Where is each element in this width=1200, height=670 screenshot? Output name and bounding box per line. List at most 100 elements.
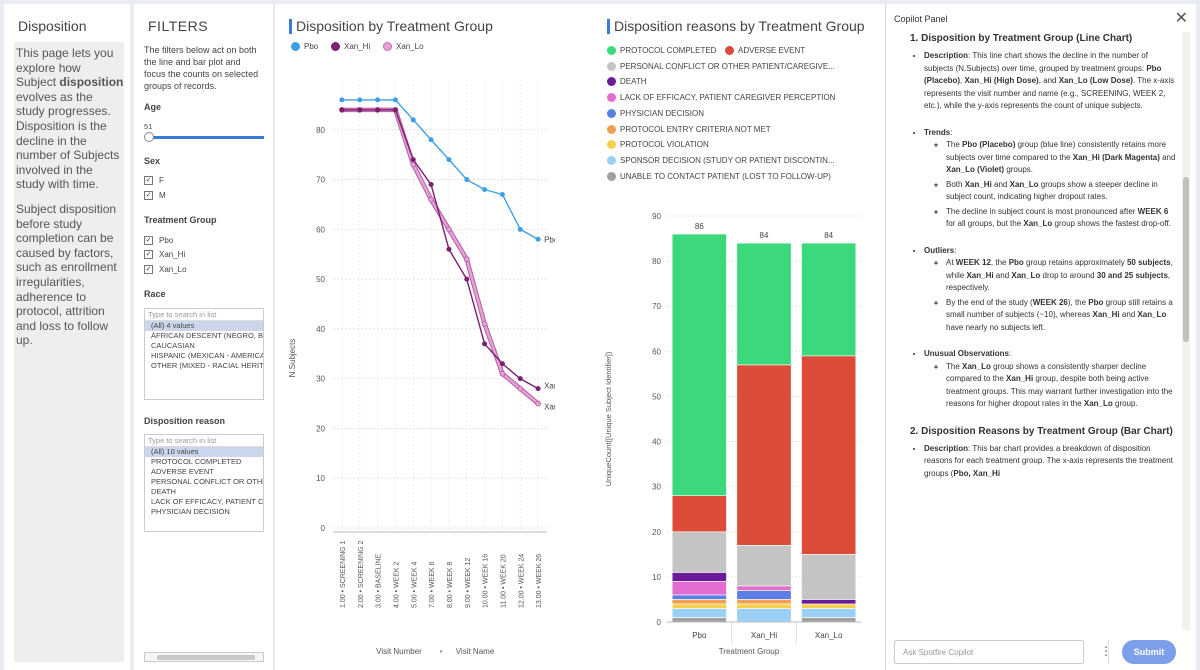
checkbox-label: Xan_Hi xyxy=(159,250,186,259)
filters-title: FILTERS xyxy=(148,18,209,34)
copilot-list: Description: This bar chart provides a b… xyxy=(898,443,1178,481)
close-icon[interactable]: ✕ xyxy=(1174,10,1188,27)
line-x-tick-label: 11.00 • WEEK 20 xyxy=(500,554,507,608)
series-line xyxy=(341,108,539,405)
group-checkbox-pbo[interactable]: ✓ Pbo xyxy=(144,236,173,245)
line-chart-panel: Disposition by Treatment Group Pbo Xan_H… xyxy=(275,4,555,670)
group-checkbox-xan-hi[interactable]: ✓ Xan_Hi xyxy=(144,250,185,259)
sex-checkbox-m[interactable]: ✓ M xyxy=(144,191,166,200)
disposition-title: Disposition xyxy=(18,18,87,34)
legend-label: ADVERSE EVENT xyxy=(738,46,806,55)
line-y-tick-label: 0 xyxy=(321,524,326,533)
copilot-scrollbar[interactable] xyxy=(1182,32,1190,630)
race-search-input[interactable]: Type to search in list xyxy=(145,309,263,321)
legend-item[interactable]: PROTOCOL COMPLETED xyxy=(607,46,716,55)
legend-item[interactable]: ADVERSE EVENT xyxy=(725,46,805,55)
bar-segment xyxy=(801,608,857,618)
list-item[interactable]: LACK OF EFFICACY, PATIENT CA xyxy=(151,497,263,506)
series-point xyxy=(375,97,381,103)
legend-item[interactable]: UNABLE TO CONTACT PATIENT (LOST TO FOLLO… xyxy=(607,171,831,181)
bar-x-tick-label: Pbo xyxy=(692,631,707,640)
list-item[interactable]: OTHER (MIXED - RACIAL HERITA xyxy=(151,361,263,370)
description-text: This page lets you explore how Subject xyxy=(16,46,114,90)
sex-checkbox-f[interactable]: ✓ F xyxy=(144,176,164,185)
bar-x-tick-label: Xan_Hi xyxy=(751,631,777,640)
legend-item[interactable]: SPONSOR DECISION (STUDY OR PATIENT DISCO… xyxy=(607,155,835,165)
scrollbar-thumb[interactable] xyxy=(157,655,255,660)
sex-label: Sex xyxy=(144,156,161,166)
list-item[interactable]: PHYSICIAN DECISION xyxy=(151,507,230,516)
list-item[interactable]: AFRICAN DESCENT (NEGRO, BLA xyxy=(151,331,263,340)
line-y-tick-label: 20 xyxy=(316,424,325,433)
legend-dot-icon xyxy=(725,46,734,55)
age-slider-handle[interactable] xyxy=(144,132,154,142)
title-accent xyxy=(607,18,610,34)
series-point xyxy=(428,137,434,143)
more-vertical-icon[interactable]: ⋮ xyxy=(1100,644,1112,658)
line-chart-title-text: Disposition by Treatment Group xyxy=(296,18,493,34)
bar-chart-panel: Disposition reasons by Treatment Group P… xyxy=(595,4,885,670)
list-item[interactable]: PERSONAL CONFLICT OR OTHER xyxy=(151,477,263,486)
series-point xyxy=(482,341,488,347)
list-item[interactable]: (All) 10 values xyxy=(145,447,263,457)
legend-label: PROTOCOL COMPLETED xyxy=(620,46,717,55)
bar-y-axis-label: UniqueCount([Unique Subject Identifier]) xyxy=(604,351,613,486)
checkbox-label: F xyxy=(159,176,164,185)
copilot-list-item: Description: This bar chart provides a b… xyxy=(924,443,1178,481)
legend-item-xan-hi[interactable]: Xan_Hi xyxy=(331,42,370,51)
bar-segment xyxy=(671,233,727,496)
group-checkbox-xan-lo[interactable]: ✓ Xan_Lo xyxy=(144,265,187,274)
legend-item[interactable]: DEATH xyxy=(607,77,647,87)
series-point xyxy=(464,177,470,183)
submit-button[interactable]: Submit xyxy=(1122,640,1176,664)
legend-item[interactable]: PROTOCOL ENTRY CRITERIA NOT MET xyxy=(607,124,771,134)
legend-label: PERSONAL CONFLICT OR OTHER PATIENT/CAREG… xyxy=(620,61,835,71)
series-point xyxy=(446,226,452,233)
line-y-tick-label: 60 xyxy=(316,225,325,234)
bar-y-tick-label: 80 xyxy=(652,257,661,266)
series-end-label: Xan_Lo xyxy=(544,403,555,412)
legend-label: PHYSICIAN DECISION xyxy=(620,108,705,118)
list-item[interactable]: HISPANIC (MEXICAN - AMERICA xyxy=(151,351,263,360)
list-item[interactable]: DEATH xyxy=(151,487,176,496)
legend-item-xan-lo[interactable]: Xan_Lo xyxy=(383,42,424,51)
legend-item-pbo[interactable]: Pbo xyxy=(291,42,318,51)
legend-item[interactable]: LACK OF EFFICACY, PATIENT CAREGIVER PERC… xyxy=(607,93,835,103)
line-y-tick-label: 70 xyxy=(316,176,325,185)
series-point xyxy=(392,97,398,103)
disposition-reason-listbox[interactable]: Type to search in list (All) 10 values P… xyxy=(144,434,264,532)
race-listbox[interactable]: Type to search in list (All) 4 values AF… xyxy=(144,308,264,400)
bar-chart[interactable]: UniqueCount([Unique Subject Identifier])… xyxy=(595,204,885,664)
legend-item[interactable]: PERSONAL CONFLICT OR OTHER PATIENT/CAREG… xyxy=(607,61,835,71)
checkbox-checked-icon: ✓ xyxy=(144,191,153,200)
line-chart[interactable]: N.Subjects Visit Number • Visit Name 0 10… xyxy=(275,50,555,670)
bar-segment xyxy=(671,603,727,609)
series-point xyxy=(482,187,488,193)
line-x-tick-label: 5.00 • WEEK 4 xyxy=(411,561,418,608)
list-item[interactable]: (All) 4 values xyxy=(145,321,263,331)
scrollbar-thumb[interactable] xyxy=(1183,177,1189,342)
filters-intro: The filters below act on both the line a… xyxy=(144,45,259,91)
legend-item[interactable]: PROTOCOL VIOLATION xyxy=(607,140,709,150)
series-point xyxy=(535,236,541,242)
age-slider-track[interactable] xyxy=(148,136,264,139)
description-paragraph-1: This page lets you explore how Subject d… xyxy=(16,46,124,192)
legend-dot-icon xyxy=(607,61,616,71)
line-x-tick-label: 7.00 • WEEK 6 xyxy=(429,561,436,608)
line-x-tick-label: 3.00 • BASELINE xyxy=(376,553,383,608)
bar-y-tick-label: 30 xyxy=(652,483,661,492)
series-point xyxy=(517,226,523,232)
copilot-input[interactable]: Ask Spotfire Copilot xyxy=(894,640,1084,664)
legend-label: PROTOCOL ENTRY CRITERIA NOT MET xyxy=(620,124,771,134)
bar-segment xyxy=(736,590,792,600)
filters-horizontal-scrollbar[interactable] xyxy=(144,652,264,662)
list-item[interactable]: CAUCASIAN xyxy=(151,341,195,350)
divider xyxy=(1108,640,1109,664)
line-x-tick-label: 8.00 • WEEK 8 xyxy=(447,561,454,608)
series-point xyxy=(428,182,434,188)
list-item[interactable]: PROTOCOL COMPLETED xyxy=(151,457,242,466)
legend-item[interactable]: PHYSICIAN DECISION xyxy=(607,108,705,118)
reason-search-input[interactable]: Type to search in list xyxy=(145,435,263,447)
list-item[interactable]: ADVERSE EVENT xyxy=(151,467,214,476)
bar-segment xyxy=(671,608,727,618)
